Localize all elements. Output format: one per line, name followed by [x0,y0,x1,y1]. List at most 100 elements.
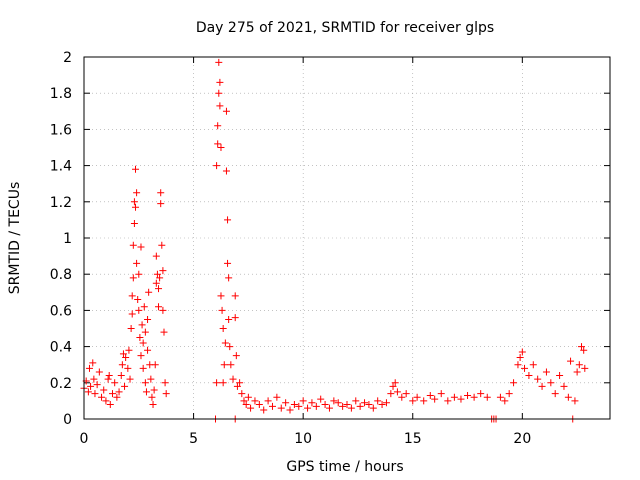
data-point [277,404,285,412]
data-point [343,401,351,409]
data-point [457,395,465,403]
data-point [95,368,103,376]
y-tick-label: 1.2 [50,195,72,211]
data-point [295,402,303,410]
data-point [149,401,157,409]
data-point [219,379,227,387]
data-point [534,375,542,383]
data-point [91,390,99,398]
data-point [581,364,589,372]
data-point [225,315,233,323]
data-point [547,379,555,387]
data-point [426,391,434,399]
data-point [135,306,143,314]
data-point [347,404,355,412]
data-point [409,397,417,405]
data-point [93,381,101,389]
data-point [221,339,229,347]
data-point [213,379,221,387]
data-point [578,343,586,351]
chart-title: Day 275 of 2021, SRMTID for receiver glp… [196,20,494,36]
data-point [304,404,312,412]
data-point [138,321,146,329]
data-point [129,241,137,249]
data-point [398,393,406,401]
data-point [220,361,228,369]
data-point [516,353,524,361]
data-point [118,361,126,369]
data-point [159,306,167,314]
data-point [113,393,121,401]
data-point [496,393,504,401]
data-point [156,274,164,282]
data-point [124,364,132,372]
data-point [105,372,113,380]
data-point [251,397,259,405]
data-point [90,375,98,383]
x-axis-label: GPS time / hours [286,459,403,475]
data-point [222,107,230,115]
data-point [470,393,478,401]
data-point [325,404,333,412]
data-point [89,359,97,367]
data-point [369,404,377,412]
data-point [157,189,165,197]
y-tick-label: 1.4 [50,159,72,175]
y-tick-label: 0.2 [50,376,72,392]
data-point [217,144,225,151]
data-point [282,399,290,407]
data-point [450,393,458,401]
data-point [393,388,401,396]
data-point [431,395,439,403]
y-tick-label: 2 [63,50,72,66]
data-point [420,397,428,405]
y-tick-label: 0.6 [50,303,72,319]
data-point [122,353,130,361]
data-point [217,292,225,300]
data-point [84,388,92,396]
data-point [133,189,141,197]
data-point [580,346,588,354]
data-point [106,401,114,409]
data-point [525,372,533,380]
data-point [161,379,169,387]
data-point [150,386,158,394]
data-point [216,102,224,110]
data-point [571,397,579,405]
x-tick-label: 15 [404,431,422,447]
data-point [147,375,155,383]
data-point [137,243,145,251]
data-point [125,346,133,354]
data-point [556,372,564,380]
x-tick-labels: 0 5 10 15 20 [80,431,532,447]
data-point [213,162,221,170]
data-point [365,401,373,409]
data-point [215,58,223,66]
data-point [321,401,329,409]
data-point [85,364,93,372]
y-tick-label: 0 [63,412,72,428]
data-point [132,203,140,211]
data-point [514,361,522,369]
data-point [152,252,160,260]
data-point [216,78,224,86]
data-point [233,382,241,390]
data-point [231,314,239,322]
data-point [162,390,170,398]
x-tick-label: 5 [189,431,198,447]
data-point [155,285,163,293]
data-point [115,388,123,396]
data-point [242,401,250,409]
data-point [339,402,347,410]
data-point [128,310,136,318]
data-point [141,379,149,387]
data-point [224,259,232,267]
data-point [87,382,95,390]
data-point [134,296,142,304]
data-point [145,288,153,296]
data-point [510,379,518,387]
data-point [121,382,129,390]
data-point [100,386,108,394]
data-point [98,393,106,401]
